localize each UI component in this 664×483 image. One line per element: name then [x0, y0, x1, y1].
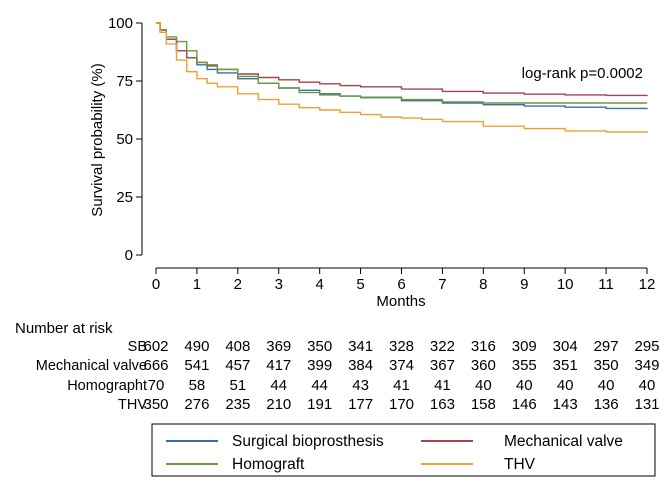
- risk-value: 297: [594, 338, 619, 355]
- x-tick-label: 8: [479, 276, 487, 293]
- risk-value: 276: [184, 396, 209, 413]
- risk-value: 316: [471, 338, 496, 355]
- survival-curves: [156, 22, 648, 134]
- risk-value: 349: [634, 357, 659, 374]
- legend: Surgical bioprosthesis Mechanical valve Ho…: [151, 423, 656, 477]
- risk-value: 408: [225, 338, 250, 355]
- risk-value: 399: [307, 357, 332, 374]
- curve-thv: [156, 22, 648, 134]
- risk-value: 457: [225, 357, 250, 374]
- log-rank-annotation: log-rank p=0.0002: [522, 65, 643, 82]
- risk-value: 350: [307, 338, 332, 355]
- x-tick-label: 10: [557, 276, 574, 293]
- risk-value: 235: [225, 396, 250, 413]
- risk-value: 417: [266, 357, 291, 374]
- y-axis-label: Survival probability (%): [89, 63, 106, 216]
- y-tick-label: 100: [108, 15, 133, 32]
- risk-value: 43: [352, 377, 369, 394]
- risk-value: 295: [634, 338, 659, 355]
- risk-value: 170: [389, 396, 414, 413]
- risk-value: 44: [270, 377, 287, 394]
- risk-value: 70: [148, 377, 165, 394]
- risk-value: 131: [634, 396, 659, 413]
- risk-value: 40: [516, 377, 533, 394]
- risk-value: 177: [348, 396, 373, 413]
- risk-value: 367: [430, 357, 455, 374]
- legend-entry: Homograft: [232, 456, 305, 473]
- legend-entry: THV: [504, 456, 536, 473]
- y-tick-label: 50: [116, 131, 133, 148]
- x-tick-label: 0: [152, 276, 160, 293]
- risk-value: 51: [229, 377, 246, 394]
- legend-box: [151, 423, 656, 477]
- risk-value: 602: [143, 338, 168, 355]
- risk-value: 163: [430, 396, 455, 413]
- risk-value: 384: [348, 357, 373, 374]
- risk-value: 360: [471, 357, 496, 374]
- x-tick-label: 2: [234, 276, 242, 293]
- risk-value: 541: [184, 357, 209, 374]
- risk-value: 40: [598, 377, 615, 394]
- risk-value: 341: [348, 338, 373, 355]
- x-tick-label: 4: [315, 276, 323, 293]
- risk-value: 355: [512, 357, 537, 374]
- risk-value: 210: [266, 396, 291, 413]
- risk-table-title: Number at risk: [15, 320, 113, 337]
- x-tick-label: 9: [520, 276, 528, 293]
- risk-value: 350: [594, 357, 619, 374]
- risk-value: 490: [184, 338, 209, 355]
- risk-value: 146: [512, 396, 537, 413]
- risk-value: 351: [553, 357, 578, 374]
- risk-row-label: THV: [118, 397, 147, 413]
- x-tick-label: 12: [639, 276, 656, 293]
- risk-value: 350: [143, 396, 168, 413]
- risk-value: 328: [389, 338, 414, 355]
- legend-entry: Surgical bioprosthesis: [232, 433, 384, 450]
- risk-value: 41: [393, 377, 410, 394]
- curve-homograft: [156, 22, 647, 104]
- risk-value: 136: [594, 396, 619, 413]
- risk-value: 304: [553, 338, 578, 355]
- legend-entry: Mechanical valve: [504, 433, 623, 450]
- risk-value: 143: [553, 396, 578, 413]
- risk-value: 369: [266, 338, 291, 355]
- x-tick-label: 5: [356, 276, 364, 293]
- risk-row-label: Homographt: [67, 378, 147, 394]
- y-tick-label: 25: [116, 189, 133, 206]
- x-tick-label: 3: [275, 276, 283, 293]
- risk-value: 40: [475, 377, 492, 394]
- risk-value: 40: [639, 377, 656, 394]
- risk-row-label: Mechanical valve: [36, 358, 147, 374]
- risk-value: 44: [311, 377, 328, 394]
- risk-value: 40: [557, 377, 574, 394]
- risk-value: 322: [430, 338, 455, 355]
- risk-value: 666: [143, 357, 168, 374]
- y-tick-label: 75: [116, 73, 133, 90]
- risk-value: 374: [389, 357, 414, 374]
- risk-value: 41: [434, 377, 451, 394]
- x-tick-label: 6: [397, 276, 405, 293]
- risk-value: 158: [471, 396, 496, 413]
- x-tick-label: 1: [193, 276, 201, 293]
- risk-value: 309: [512, 338, 537, 355]
- y-tick-label: 0: [125, 247, 133, 264]
- x-axis-label: Months: [376, 293, 425, 310]
- risk-value: 191: [307, 396, 332, 413]
- risk-value: 58: [189, 377, 206, 394]
- x-tick-label: 7: [438, 276, 446, 293]
- x-tick-label: 11: [598, 276, 614, 293]
- risk-row-label: SB: [128, 339, 147, 355]
